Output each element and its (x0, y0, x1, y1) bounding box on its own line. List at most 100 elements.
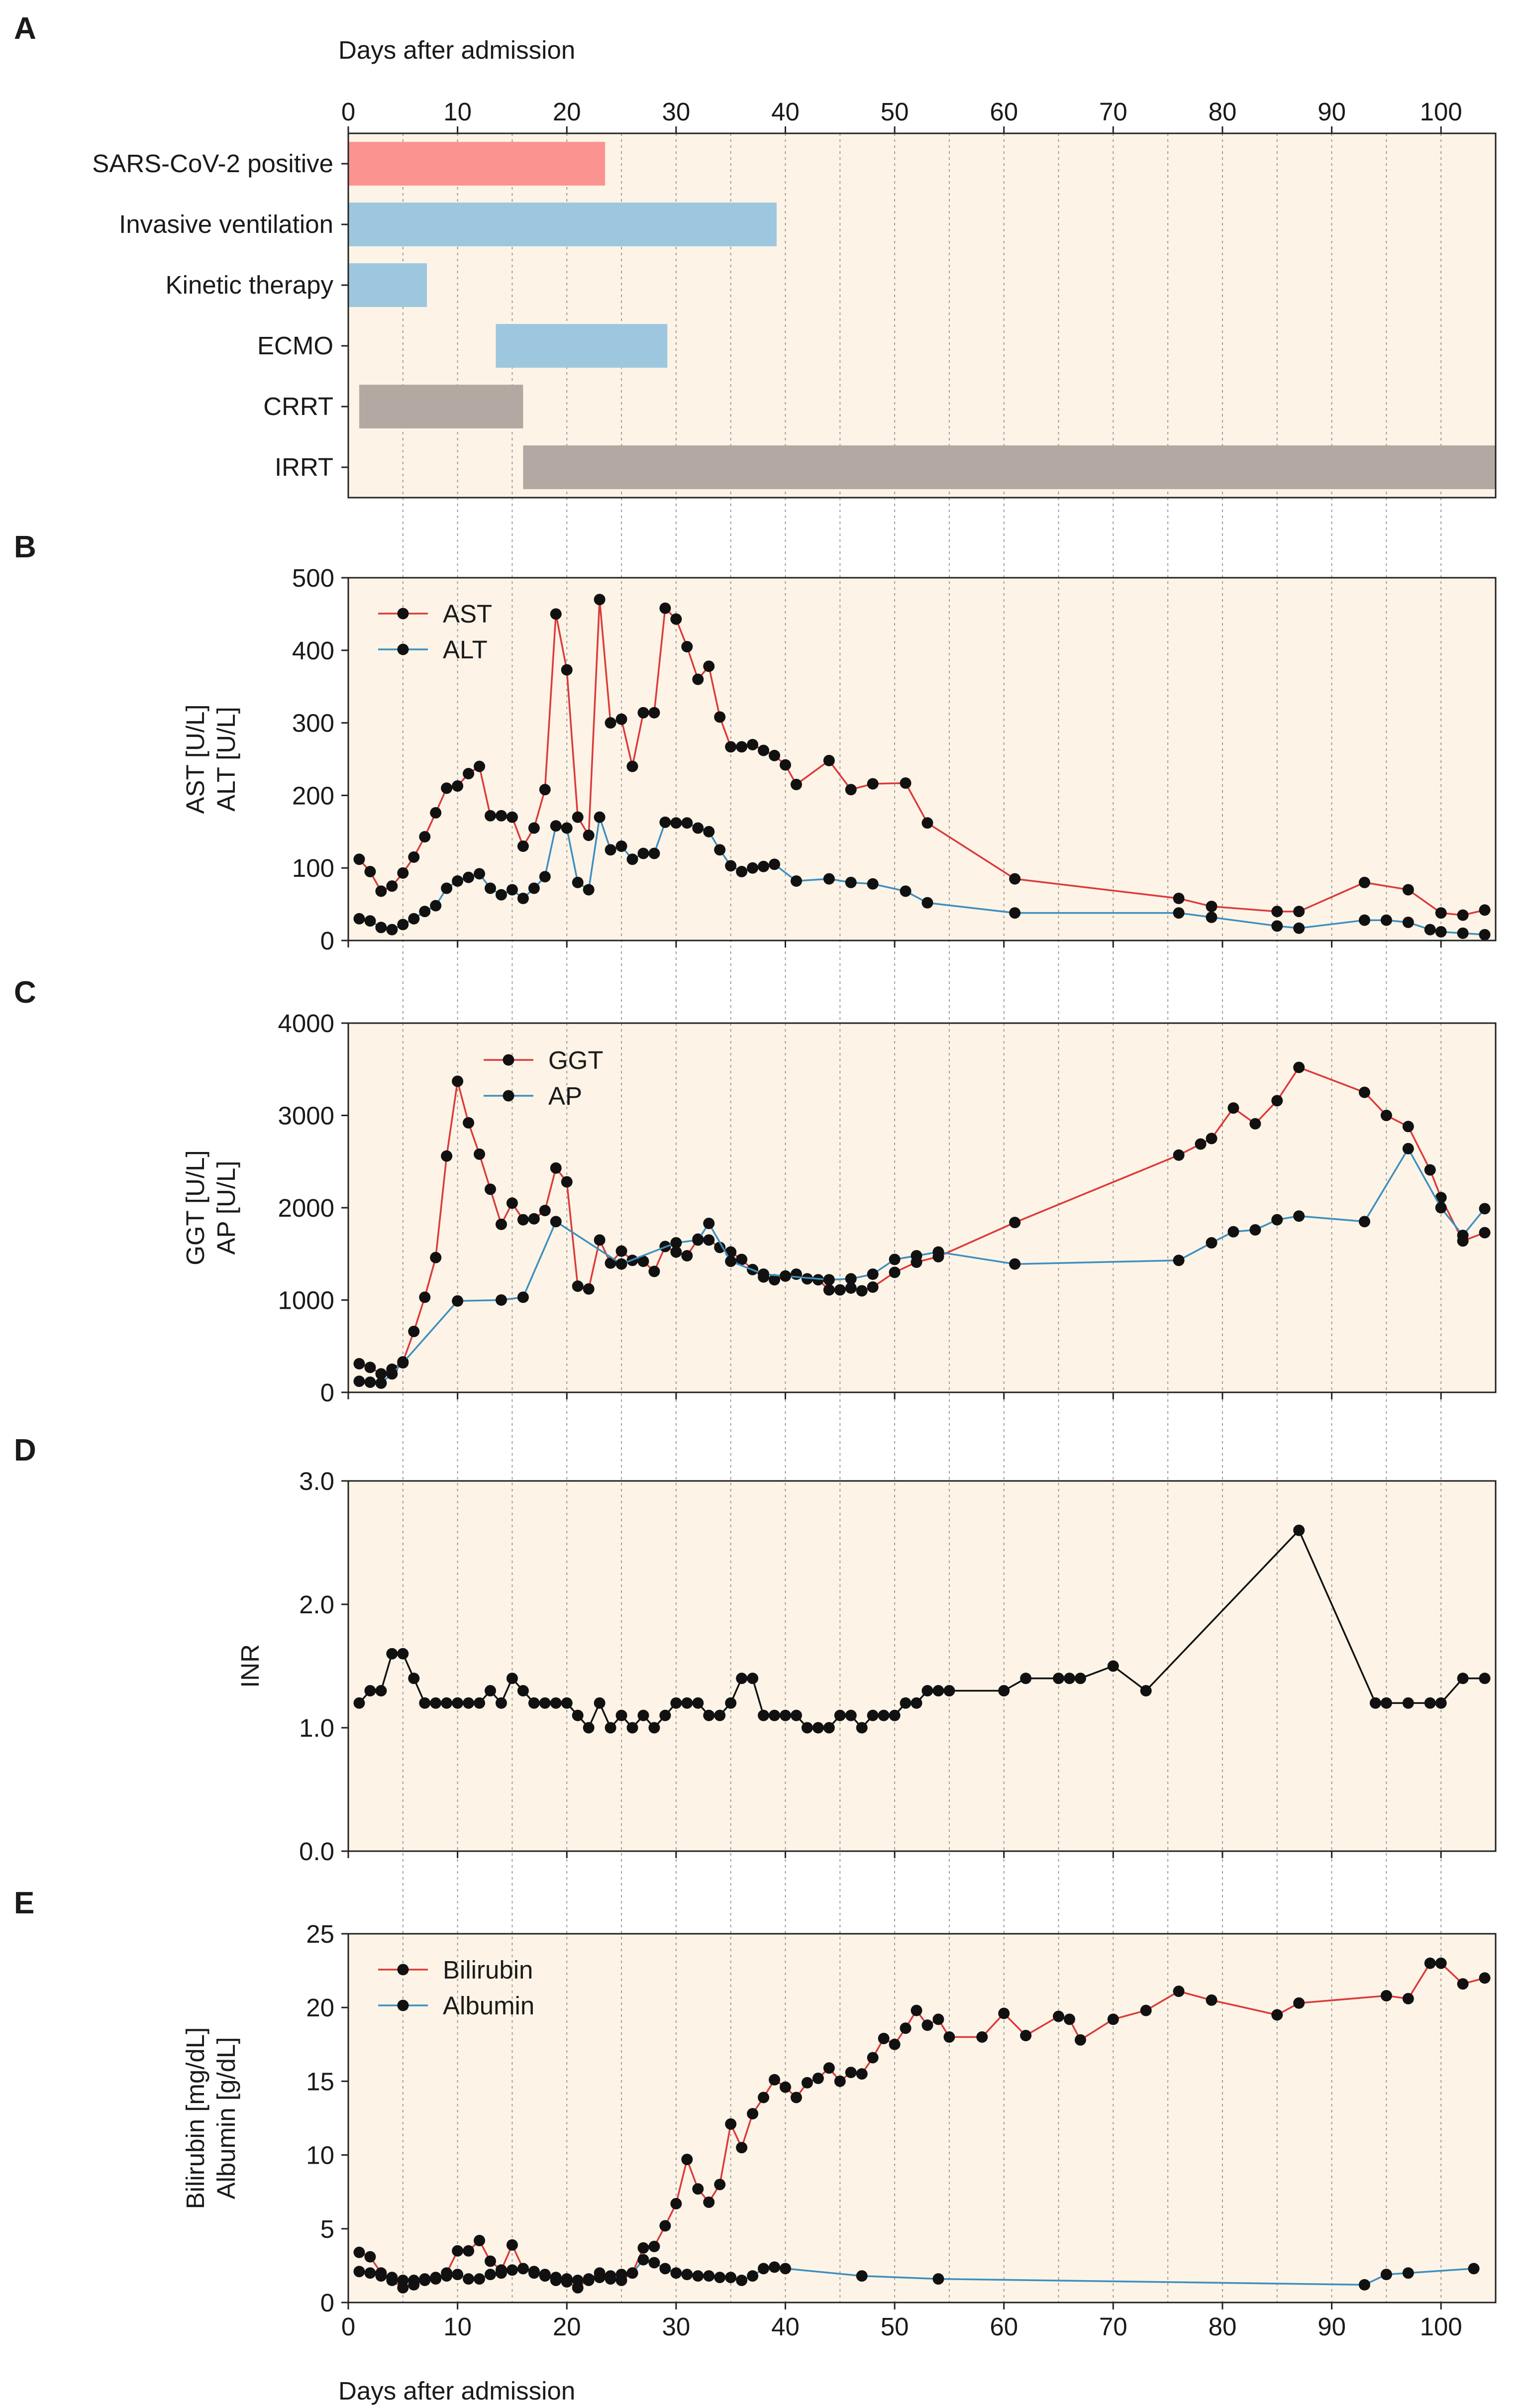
data-point-ast (823, 754, 835, 766)
data-point-ast (495, 810, 507, 822)
data-point-ast (1457, 909, 1469, 921)
data-point-bilirubin (1457, 1978, 1469, 1990)
data-point-bilirubin (845, 2067, 857, 2079)
data-point-inr (572, 1709, 584, 1721)
legend-label-ast: AST (443, 600, 492, 628)
data-point-ast (769, 749, 781, 761)
data-point-ast (594, 594, 606, 606)
data-point-ast (1402, 884, 1414, 896)
y-tick-label: 100 (292, 854, 334, 882)
data-point-ggt (714, 1242, 726, 1254)
data-point-ap (1206, 1237, 1218, 1249)
bar-invasive-ventilation (348, 203, 777, 246)
data-point-bilirubin (998, 2007, 1010, 2019)
data-point-ast (747, 738, 759, 750)
data-point-ggt (834, 1284, 846, 1296)
data-point-albumin (408, 2275, 420, 2287)
data-point-alt (364, 915, 376, 927)
data-point-alt (441, 882, 453, 894)
legend-marker (503, 1054, 514, 1066)
x-tick-label-bottom: 80 (1209, 2312, 1237, 2341)
data-point-alt (1271, 920, 1283, 932)
data-point-alt (1009, 907, 1021, 919)
data-point-alt (485, 882, 497, 894)
data-point-ggt (790, 1268, 802, 1280)
data-point-alt (1424, 924, 1436, 936)
data-point-bilirubin (1063, 2013, 1075, 2025)
data-point-albumin (605, 2273, 616, 2285)
data-point-alt (594, 811, 606, 823)
data-point-ast (528, 822, 540, 834)
data-point-albumin (386, 2272, 398, 2284)
data-point-inr (1479, 1673, 1491, 1684)
data-point-ggt (1479, 1227, 1491, 1239)
data-point-albumin (758, 2263, 770, 2275)
data-point-ast (463, 768, 475, 780)
data-point-inr (637, 1709, 649, 1721)
data-point-inr (878, 1709, 890, 1721)
data-point-bilirubin (1293, 1997, 1305, 2009)
x-tick-label-top: 0 (341, 98, 355, 126)
data-point-albumin (932, 2273, 944, 2285)
x-tick-label-bottom: 100 (1420, 2312, 1462, 2341)
data-point-ast (615, 713, 627, 725)
data-point-alt (517, 892, 529, 904)
y-tick-label: 5 (320, 2215, 334, 2243)
data-point-inr (463, 1697, 475, 1709)
panel-letter-b: B (14, 530, 36, 564)
data-point-ast (790, 779, 802, 791)
data-point-ast (485, 810, 497, 822)
data-point-ast (845, 784, 857, 796)
data-point-albumin (485, 2269, 497, 2281)
data-point-alt (1358, 914, 1370, 926)
data-point-ggt (1271, 1095, 1283, 1107)
data-point-alt (867, 878, 879, 890)
data-point-ggt (769, 1274, 781, 1286)
data-point-inr (747, 1673, 759, 1684)
data-point-bilirubin (714, 2179, 726, 2191)
data-point-bilirubin (506, 2239, 518, 2251)
legend-label-ggt: GGT (548, 1046, 604, 1074)
data-point-ggt (517, 1214, 529, 1226)
data-point-inr (605, 1722, 616, 1734)
data-point-albumin (353, 2266, 365, 2278)
data-point-bilirubin (867, 2052, 879, 2064)
data-point-bilirubin (1173, 1986, 1185, 1997)
panel-letter-c: C (14, 975, 36, 1010)
data-point-inr (911, 1697, 922, 1709)
x-tick-label-top: 20 (553, 98, 581, 126)
data-point-ap (1227, 1226, 1239, 1238)
data-point-bilirubin (769, 2074, 781, 2086)
data-point-bilirubin (703, 2196, 715, 2208)
data-point-ast (605, 717, 616, 729)
data-point-albumin (648, 2257, 660, 2269)
data-point-albumin (659, 2263, 671, 2275)
data-point-ggt (856, 1285, 868, 1297)
x-tick-label-top: 10 (443, 98, 472, 126)
data-point-bilirubin (1140, 2004, 1152, 2016)
data-point-ggt (495, 1218, 507, 1230)
bar-label: Invasive ventilation (119, 210, 333, 238)
data-point-ap (932, 1246, 944, 1258)
data-point-alt (1380, 914, 1392, 926)
data-point-ggt (1173, 1149, 1185, 1161)
data-point-ap (779, 1270, 791, 1282)
y-tick-label: 25 (306, 1920, 334, 1948)
data-point-bilirubin (353, 2246, 365, 2258)
data-point-inr (670, 1697, 682, 1709)
data-point-albumin (419, 2273, 431, 2285)
data-point-bilirubin (1479, 1972, 1491, 1984)
data-point-alt (474, 868, 486, 880)
data-point-ggt (441, 1150, 453, 1162)
data-point-ast (386, 880, 398, 892)
panel-e-background (348, 1934, 1496, 2303)
x-tick-label-bottom: 20 (553, 2312, 581, 2341)
data-point-alt (386, 924, 398, 936)
data-point-inr (845, 1709, 857, 1721)
data-point-ap (550, 1216, 562, 1228)
data-point-ast (867, 778, 879, 790)
bar-crrt (359, 385, 523, 428)
data-point-bilirubin (911, 2004, 922, 2016)
data-point-bilirubin (736, 2142, 748, 2154)
data-point-ast (626, 760, 638, 772)
